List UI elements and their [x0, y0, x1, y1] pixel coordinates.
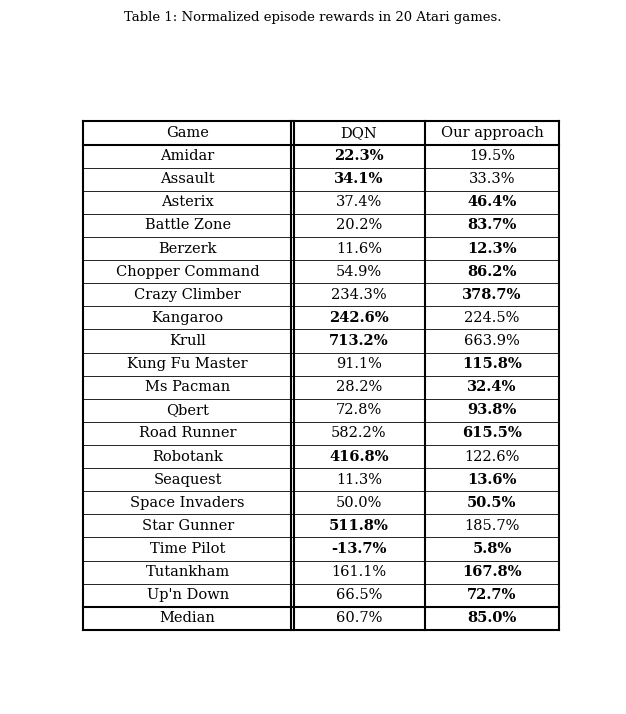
Text: Table 1: Normalized episode rewards in 20 Atari games.: Table 1: Normalized episode rewards in 2… — [124, 11, 502, 24]
Text: 66.5%: 66.5% — [336, 588, 382, 603]
Text: 511.8%: 511.8% — [329, 519, 389, 533]
Text: 46.4%: 46.4% — [467, 196, 516, 209]
Text: Our approach: Our approach — [441, 126, 543, 140]
Text: 663.9%: 663.9% — [464, 334, 520, 348]
Text: Krull: Krull — [169, 334, 206, 348]
Text: 582.2%: 582.2% — [331, 426, 387, 441]
Text: 11.3%: 11.3% — [336, 473, 382, 487]
Text: 83.7%: 83.7% — [467, 218, 516, 233]
Text: 72.7%: 72.7% — [467, 588, 516, 603]
Text: 91.1%: 91.1% — [336, 357, 382, 371]
Text: Chopper Command: Chopper Command — [116, 265, 260, 278]
Text: 5.8%: 5.8% — [472, 542, 511, 556]
Text: Kangaroo: Kangaroo — [151, 311, 223, 325]
Text: 13.6%: 13.6% — [467, 473, 516, 487]
Text: 242.6%: 242.6% — [329, 311, 389, 325]
Text: 115.8%: 115.8% — [462, 357, 522, 371]
Text: 37.4%: 37.4% — [336, 196, 382, 209]
Text: 50.0%: 50.0% — [336, 496, 382, 510]
Text: 34.1%: 34.1% — [334, 172, 384, 186]
Text: 11.6%: 11.6% — [336, 241, 382, 256]
Text: 416.8%: 416.8% — [329, 450, 389, 463]
Text: 22.3%: 22.3% — [334, 149, 384, 163]
Text: 86.2%: 86.2% — [467, 265, 516, 278]
Text: 50.5%: 50.5% — [467, 496, 516, 510]
Text: -13.7%: -13.7% — [331, 542, 387, 556]
Text: 28.2%: 28.2% — [336, 381, 382, 394]
Text: 93.8%: 93.8% — [467, 403, 516, 418]
Text: Assault: Assault — [160, 172, 215, 186]
Text: Median: Median — [160, 611, 215, 625]
Text: Ms Pacman: Ms Pacman — [145, 381, 230, 394]
Text: 122.6%: 122.6% — [464, 450, 520, 463]
Text: 224.5%: 224.5% — [464, 311, 520, 325]
Text: 161.1%: 161.1% — [331, 565, 386, 579]
Text: 185.7%: 185.7% — [464, 519, 520, 533]
Text: 33.3%: 33.3% — [469, 172, 515, 186]
Text: Kung Fu Master: Kung Fu Master — [127, 357, 248, 371]
Text: Tutankham: Tutankham — [146, 565, 230, 579]
Text: 32.4%: 32.4% — [467, 381, 516, 394]
Text: 167.8%: 167.8% — [462, 565, 522, 579]
Text: 60.7%: 60.7% — [336, 611, 382, 625]
Text: 615.5%: 615.5% — [462, 426, 522, 441]
Text: 20.2%: 20.2% — [336, 218, 382, 233]
Text: Space Invaders: Space Invaders — [130, 496, 245, 510]
Text: 54.9%: 54.9% — [336, 265, 382, 278]
Text: Asterix: Asterix — [162, 196, 214, 209]
Text: Road Runner: Road Runner — [139, 426, 237, 441]
Text: 19.5%: 19.5% — [469, 149, 515, 163]
Text: Seaquest: Seaquest — [153, 473, 222, 487]
Text: Amidar: Amidar — [161, 149, 215, 163]
Text: 72.8%: 72.8% — [336, 403, 382, 418]
Text: Battle Zone: Battle Zone — [145, 218, 231, 233]
Text: 378.7%: 378.7% — [462, 288, 521, 302]
Text: Qbert: Qbert — [167, 403, 209, 418]
Text: Crazy Climber: Crazy Climber — [134, 288, 241, 302]
Text: 12.3%: 12.3% — [467, 241, 517, 256]
Text: Time Pilot: Time Pilot — [150, 542, 225, 556]
Text: 85.0%: 85.0% — [467, 611, 516, 625]
Text: Star Gunner: Star Gunner — [141, 519, 234, 533]
Text: Game: Game — [167, 126, 209, 140]
Text: Robotank: Robotank — [152, 450, 223, 463]
Text: Berzerk: Berzerk — [158, 241, 217, 256]
Text: 234.3%: 234.3% — [331, 288, 387, 302]
Text: DQN: DQN — [341, 126, 377, 140]
Text: 713.2%: 713.2% — [329, 334, 389, 348]
Text: Up'n Down: Up'n Down — [146, 588, 229, 603]
